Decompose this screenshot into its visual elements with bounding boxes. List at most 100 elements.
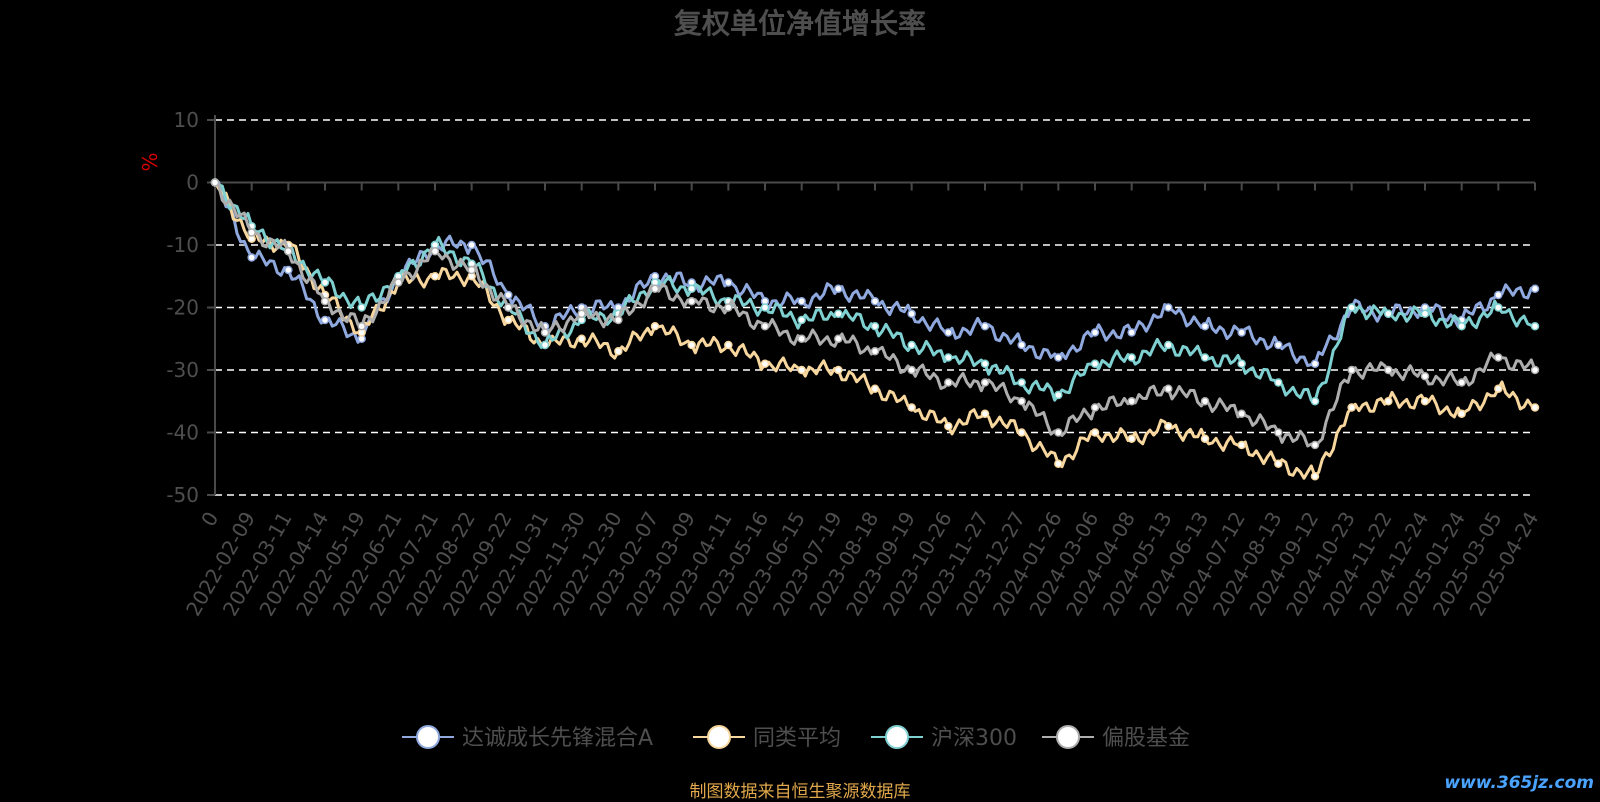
data-point[interactable]	[430, 272, 440, 281]
data-point[interactable]	[870, 322, 880, 331]
data-point[interactable]	[504, 290, 513, 300]
data-point[interactable]	[1384, 309, 1393, 318]
data-point[interactable]	[357, 322, 366, 331]
data-point[interactable]	[1127, 328, 1136, 337]
data-point[interactable]	[357, 303, 366, 312]
data-point[interactable]	[1164, 422, 1173, 431]
data-point[interactable]	[430, 247, 440, 256]
data-point[interactable]	[1494, 290, 1503, 300]
data-point[interactable]	[724, 303, 733, 312]
data-point[interactable]	[1310, 440, 1320, 450]
data-point[interactable]	[320, 278, 330, 287]
data-point[interactable]	[1200, 322, 1210, 331]
data-point[interactable]	[1310, 397, 1320, 406]
data-point[interactable]	[797, 297, 806, 306]
data-point[interactable]	[1530, 284, 1540, 293]
data-point[interactable]	[1237, 409, 1246, 418]
data-point[interactable]	[907, 365, 916, 375]
data-point[interactable]	[320, 297, 330, 306]
data-point[interactable]	[467, 240, 476, 250]
data-point[interactable]	[650, 322, 660, 331]
data-point[interactable]	[1420, 372, 1430, 381]
data-point[interactable]	[1274, 378, 1283, 387]
data-point[interactable]	[1054, 353, 1063, 362]
data-point[interactable]	[834, 309, 843, 318]
data-point[interactable]	[760, 303, 770, 312]
data-point[interactable]	[1347, 365, 1356, 375]
data-point[interactable]	[687, 340, 696, 350]
data-point[interactable]	[870, 297, 880, 306]
data-point[interactable]	[614, 315, 623, 325]
watermark[interactable]: www.365jz.com	[1444, 773, 1594, 793]
data-point[interactable]	[944, 422, 953, 431]
data-point[interactable]	[320, 315, 330, 325]
data-point[interactable]	[1530, 403, 1540, 412]
data-point[interactable]	[1164, 340, 1173, 350]
data-point[interactable]	[467, 265, 476, 275]
data-point[interactable]	[834, 334, 843, 343]
data-point[interactable]	[944, 328, 953, 337]
data-point[interactable]	[980, 378, 990, 387]
legend-item[interactable]: 达诚成长先锋混合A	[402, 725, 653, 751]
data-point[interactable]	[1457, 378, 1466, 387]
data-point[interactable]	[1017, 340, 1026, 350]
data-point[interactable]	[1237, 328, 1246, 337]
data-point[interactable]	[1274, 459, 1283, 468]
data-point[interactable]	[1127, 434, 1136, 443]
data-point[interactable]	[1017, 397, 1026, 406]
data-point[interactable]	[540, 328, 550, 337]
data-point[interactable]	[1237, 440, 1246, 450]
data-point[interactable]	[980, 322, 990, 331]
data-point[interactable]	[980, 409, 990, 418]
data-point[interactable]	[1054, 428, 1063, 437]
data-point[interactable]	[210, 178, 220, 187]
data-point[interactable]	[834, 365, 843, 375]
data-point[interactable]	[577, 334, 586, 343]
legend-item[interactable]: 偏股基金	[1042, 725, 1190, 751]
data-point[interactable]	[944, 378, 953, 387]
data-point[interactable]	[1127, 397, 1136, 406]
data-point[interactable]	[1494, 384, 1503, 393]
data-point[interactable]	[284, 247, 293, 256]
data-point[interactable]	[870, 384, 880, 393]
data-point[interactable]	[1494, 353, 1503, 362]
data-point[interactable]	[1017, 378, 1026, 387]
data-point[interactable]	[1274, 340, 1283, 350]
data-point[interactable]	[1017, 428, 1026, 437]
data-point[interactable]	[247, 253, 256, 262]
data-point[interactable]	[760, 322, 770, 331]
data-point[interactable]	[1420, 397, 1430, 406]
data-point[interactable]	[1164, 384, 1173, 393]
legend-item[interactable]: 同类平均	[693, 725, 841, 751]
data-point[interactable]	[724, 278, 733, 287]
data-point[interactable]	[1530, 365, 1540, 375]
data-point[interactable]	[504, 303, 513, 312]
data-point[interactable]	[797, 334, 806, 343]
data-point[interactable]	[394, 278, 403, 287]
data-point[interactable]	[1494, 303, 1503, 312]
data-point[interactable]	[1310, 472, 1320, 481]
data-point[interactable]	[1347, 303, 1356, 312]
data-point[interactable]	[870, 347, 880, 356]
data-point[interactable]	[980, 359, 990, 368]
data-point[interactable]	[1200, 434, 1210, 443]
data-point[interactable]	[1127, 353, 1136, 362]
data-point[interactable]	[614, 347, 623, 356]
data-point[interactable]	[907, 340, 916, 350]
data-point[interactable]	[247, 228, 256, 237]
data-point[interactable]	[1274, 428, 1283, 437]
data-point[interactable]	[577, 309, 586, 318]
data-point[interactable]	[760, 359, 770, 368]
data-point[interactable]	[1090, 359, 1100, 368]
data-point[interactable]	[1090, 428, 1100, 437]
data-point[interactable]	[504, 315, 513, 325]
data-point[interactable]	[1420, 309, 1430, 318]
data-point[interactable]	[907, 403, 916, 412]
legend[interactable]: 达诚成长先锋混合A 同类平均 沪深300 偏股基金	[402, 725, 1190, 751]
data-point[interactable]	[650, 284, 660, 293]
data-point[interactable]	[1200, 397, 1210, 406]
data-point[interactable]	[284, 265, 293, 275]
data-point[interactable]	[1457, 409, 1466, 418]
data-point[interactable]	[1054, 459, 1063, 468]
data-point[interactable]	[687, 284, 696, 293]
